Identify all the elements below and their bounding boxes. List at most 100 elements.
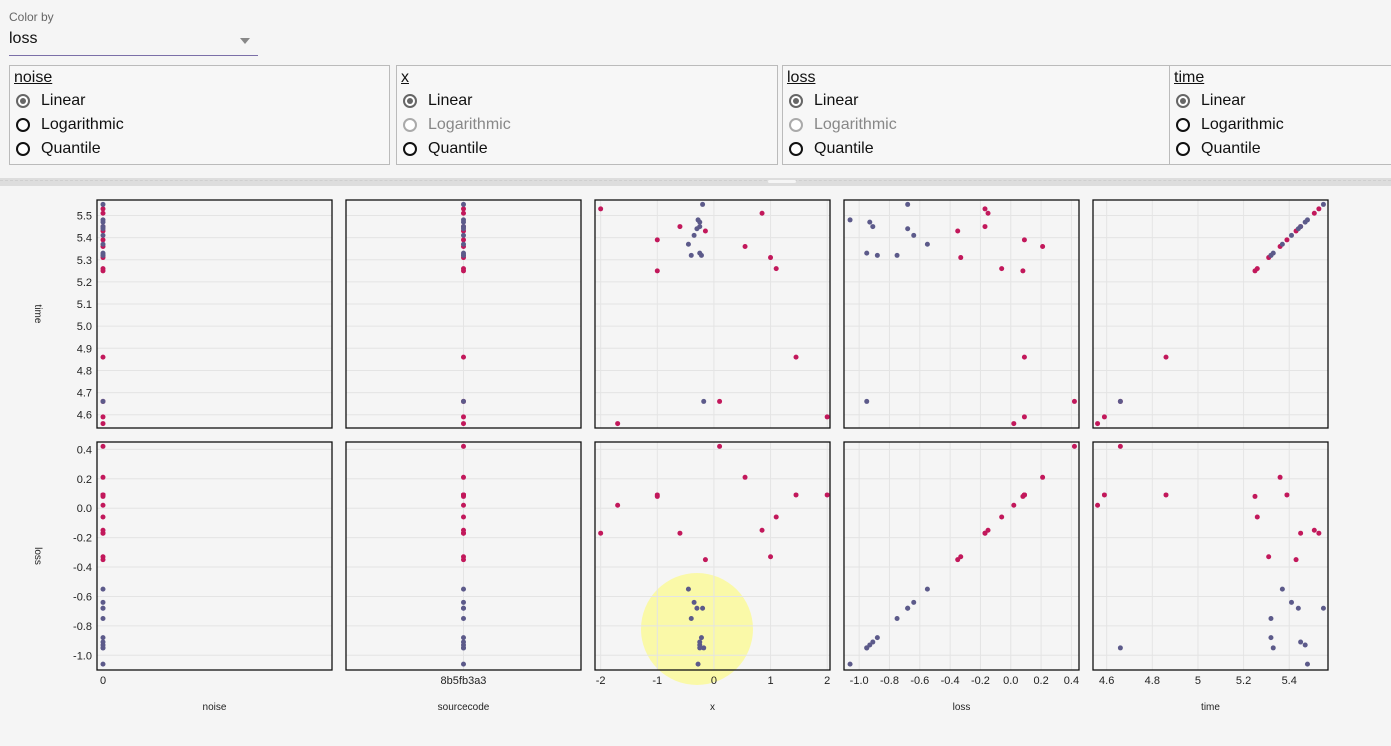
data-point[interactable] bbox=[100, 414, 106, 420]
data-point[interactable] bbox=[100, 398, 106, 404]
data-point[interactable] bbox=[702, 557, 708, 563]
radio-icon[interactable] bbox=[403, 94, 417, 108]
data-point[interactable] bbox=[1311, 210, 1317, 216]
data-point[interactable] bbox=[615, 421, 621, 427]
data-point[interactable] bbox=[461, 241, 466, 247]
data-point[interactable] bbox=[1298, 530, 1304, 536]
data-point[interactable] bbox=[100, 599, 106, 605]
data-point[interactable] bbox=[100, 616, 106, 622]
data-point[interactable] bbox=[691, 599, 697, 605]
data-point[interactable] bbox=[999, 266, 1005, 272]
data-point[interactable] bbox=[688, 252, 694, 258]
data-point[interactable] bbox=[1020, 268, 1026, 274]
data-point[interactable] bbox=[824, 492, 830, 498]
data-point[interactable] bbox=[759, 210, 765, 216]
data-point[interactable] bbox=[694, 605, 700, 611]
data-point[interactable] bbox=[100, 661, 106, 667]
data-point[interactable] bbox=[1298, 224, 1304, 230]
data-point[interactable] bbox=[100, 224, 106, 230]
data-point[interactable] bbox=[100, 210, 106, 216]
data-point[interactable] bbox=[691, 232, 697, 238]
data-point[interactable] bbox=[700, 605, 706, 611]
data-point[interactable] bbox=[1117, 398, 1123, 404]
data-point[interactable] bbox=[1268, 635, 1274, 641]
data-point[interactable] bbox=[1268, 252, 1274, 258]
radio-icon[interactable] bbox=[16, 142, 30, 156]
data-point[interactable] bbox=[461, 266, 466, 272]
data-point[interactable] bbox=[461, 514, 466, 520]
data-point[interactable] bbox=[461, 201, 466, 207]
data-point[interactable] bbox=[461, 224, 466, 230]
data-point[interactable] bbox=[759, 527, 765, 533]
data-point[interactable] bbox=[100, 201, 106, 207]
data-point[interactable] bbox=[461, 599, 466, 605]
scatter-cell-sourcecode-vs-time[interactable] bbox=[345, 199, 582, 429]
data-point[interactable] bbox=[773, 514, 779, 520]
data-point[interactable] bbox=[1040, 474, 1046, 480]
data-point[interactable] bbox=[1011, 421, 1017, 427]
data-point[interactable] bbox=[1011, 502, 1017, 508]
data-point[interactable] bbox=[100, 605, 106, 611]
data-point[interactable] bbox=[654, 237, 660, 243]
data-point[interactable] bbox=[911, 232, 917, 238]
data-point[interactable] bbox=[1311, 527, 1317, 533]
radio-icon[interactable] bbox=[1176, 94, 1190, 108]
data-point[interactable] bbox=[911, 599, 917, 605]
data-point[interactable] bbox=[717, 398, 723, 404]
data-point[interactable] bbox=[742, 474, 748, 480]
data-point[interactable] bbox=[1163, 492, 1169, 498]
data-point[interactable] bbox=[700, 201, 706, 207]
data-point[interactable] bbox=[100, 252, 106, 258]
data-point[interactable] bbox=[461, 586, 466, 592]
data-point[interactable] bbox=[717, 443, 723, 449]
data-point[interactable] bbox=[461, 616, 466, 622]
data-point[interactable] bbox=[1298, 639, 1304, 645]
data-point[interactable] bbox=[1040, 243, 1046, 249]
data-point[interactable] bbox=[1071, 398, 1077, 404]
data-point[interactable] bbox=[1295, 605, 1301, 611]
data-point[interactable] bbox=[1117, 645, 1123, 651]
data-point[interactable] bbox=[695, 217, 701, 223]
data-point[interactable] bbox=[1277, 474, 1283, 480]
radio-icon[interactable] bbox=[16, 118, 30, 132]
scatter-cell-sourcecode-vs-loss[interactable] bbox=[345, 441, 582, 671]
scale-option-linear[interactable]: Linear bbox=[16, 90, 85, 112]
scatter-cell-time-vs-loss[interactable] bbox=[1092, 441, 1329, 671]
data-point[interactable] bbox=[1270, 645, 1276, 651]
scatter-cell-noise-vs-loss[interactable] bbox=[96, 441, 333, 671]
data-point[interactable] bbox=[793, 354, 799, 360]
data-point[interactable] bbox=[982, 206, 988, 212]
data-point[interactable] bbox=[461, 210, 466, 216]
data-point[interactable] bbox=[824, 414, 830, 420]
scale-option-quantile[interactable]: Quantile bbox=[1176, 138, 1261, 160]
data-point[interactable] bbox=[100, 241, 106, 247]
data-point[interactable] bbox=[100, 443, 106, 449]
data-point[interactable] bbox=[1316, 206, 1322, 212]
data-point[interactable] bbox=[100, 217, 106, 223]
data-point[interactable] bbox=[1279, 586, 1285, 592]
data-point[interactable] bbox=[695, 661, 701, 667]
data-point[interactable] bbox=[697, 224, 703, 230]
radio-icon[interactable] bbox=[403, 142, 417, 156]
data-point[interactable] bbox=[615, 502, 621, 508]
data-point[interactable] bbox=[461, 645, 466, 651]
data-point[interactable] bbox=[100, 635, 106, 641]
scatter-cell-loss-vs-time[interactable] bbox=[843, 199, 1080, 429]
data-point[interactable] bbox=[894, 252, 900, 258]
data-point[interactable] bbox=[985, 527, 991, 533]
data-point[interactable] bbox=[864, 250, 870, 256]
data-point[interactable] bbox=[982, 224, 988, 230]
scale-option-logarithmic[interactable]: Logarithmic bbox=[16, 114, 124, 136]
scale-option-linear[interactable]: Linear bbox=[789, 90, 858, 112]
data-point[interactable] bbox=[461, 502, 466, 508]
data-point[interactable] bbox=[768, 554, 774, 560]
data-point[interactable] bbox=[100, 206, 106, 212]
data-point[interactable] bbox=[461, 217, 466, 223]
data-point[interactable] bbox=[1101, 492, 1107, 498]
data-point[interactable] bbox=[905, 226, 911, 232]
data-point[interactable] bbox=[100, 232, 106, 238]
data-point[interactable] bbox=[793, 492, 799, 498]
data-point[interactable] bbox=[773, 266, 779, 272]
scale-option-quantile[interactable]: Quantile bbox=[789, 138, 874, 160]
data-point[interactable] bbox=[702, 228, 708, 234]
